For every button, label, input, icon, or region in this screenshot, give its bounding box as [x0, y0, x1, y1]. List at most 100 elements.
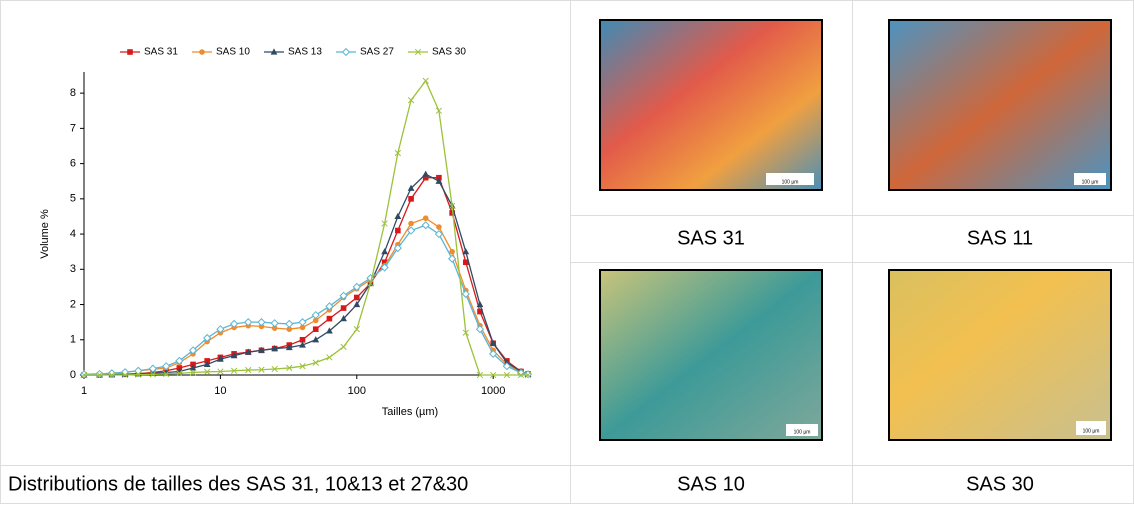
marker [204, 368, 211, 375]
marker [175, 356, 184, 366]
marker [135, 371, 142, 378]
marker [108, 371, 115, 379]
marker [312, 359, 319, 366]
marker [189, 369, 197, 376]
marker [352, 282, 361, 292]
marker [270, 319, 279, 328]
series-line [84, 79, 528, 376]
marker [421, 221, 430, 230]
marker [381, 259, 388, 266]
marker [121, 371, 129, 379]
marker [408, 220, 414, 227]
y-tick-label: 0 [70, 369, 76, 381]
marker [258, 366, 265, 373]
image-caption: SAS 11 [967, 227, 1033, 249]
marker [188, 346, 198, 355]
marker [381, 248, 389, 255]
series [79, 221, 533, 379]
marker [449, 210, 455, 216]
x-tick-label: 1000 [481, 385, 505, 397]
marker [367, 280, 374, 287]
y-axis-label: Volume % [39, 209, 51, 259]
marker [463, 259, 469, 266]
marker [286, 326, 293, 332]
scale-bar: 100 µm [1082, 179, 1099, 185]
marker [489, 349, 498, 358]
series-line [84, 173, 529, 376]
marker [148, 364, 158, 373]
marker [216, 355, 224, 362]
image-caption: SAS 10 [677, 473, 745, 495]
marker [258, 323, 265, 330]
y-tick-label: 6 [70, 158, 76, 170]
micrograph: 100 µm [599, 269, 823, 441]
marker [435, 177, 443, 184]
marker [176, 370, 183, 377]
marker [244, 318, 253, 327]
x-tick-label: 1 [81, 385, 87, 397]
legend-marker [199, 49, 205, 55]
marker [203, 360, 211, 368]
y-tick-label: 1 [70, 334, 76, 346]
legend-marker [270, 48, 278, 55]
marker [408, 196, 414, 202]
micrograph: 100 µm [599, 19, 823, 191]
legend-label: SAS 10 [216, 47, 250, 58]
marker [393, 244, 402, 253]
marker [299, 341, 306, 348]
marker [435, 107, 443, 114]
marker [422, 215, 429, 222]
y-tick-label: 3 [70, 263, 76, 275]
marker [189, 364, 197, 371]
marker [311, 310, 320, 320]
marker [326, 354, 333, 361]
x-axis-label: Tailles (µm) [382, 406, 438, 418]
marker [517, 371, 525, 379]
marker [449, 248, 455, 255]
marker [395, 227, 401, 234]
legend-label: SAS 31 [144, 47, 178, 58]
marker [286, 364, 293, 372]
marker [422, 77, 429, 84]
series-line [84, 177, 529, 376]
marker [461, 289, 470, 299]
marker [162, 370, 170, 378]
marker [407, 97, 415, 104]
marker [422, 174, 429, 181]
micrograph: 100 µm [888, 19, 1112, 191]
marker [258, 346, 265, 353]
marker [285, 343, 293, 351]
marker [503, 371, 511, 379]
series [80, 77, 532, 379]
marker [476, 300, 484, 308]
chart-caption: Distributions de tailles des SAS 31, 10&… [8, 473, 468, 495]
y-tick-label: 8 [70, 87, 76, 99]
y-tick-label: 4 [70, 228, 76, 240]
marker [230, 352, 238, 359]
legend-marker [414, 48, 422, 56]
marker [394, 149, 402, 157]
marker [244, 348, 252, 355]
marker [325, 302, 334, 311]
marker [271, 344, 279, 352]
x-tick-label: 100 [348, 385, 366, 397]
marker [502, 362, 511, 371]
legend-label: SAS 13 [288, 47, 322, 58]
marker [406, 226, 416, 235]
marker [149, 371, 157, 378]
marker [203, 333, 212, 343]
marker [448, 202, 456, 210]
marker [462, 248, 470, 255]
marker [312, 336, 320, 343]
marker [524, 371, 532, 379]
marker [312, 326, 319, 332]
marker [340, 305, 347, 311]
marker [299, 363, 306, 370]
marker [353, 294, 360, 301]
marker [489, 339, 497, 346]
marker [299, 324, 306, 331]
marker [285, 319, 294, 329]
